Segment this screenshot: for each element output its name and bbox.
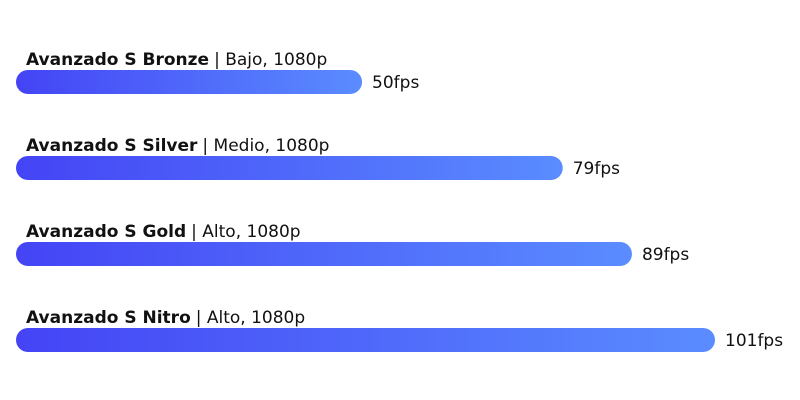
bar-label: Avanzado S Nitro | Alto, 1080p [26,308,305,328]
value-label: 89fps [642,245,689,265]
bar [16,242,632,266]
category-name: Avanzado S Silver [26,136,198,156]
value-label: 101fps [725,331,783,351]
bar-label: Avanzado S Bronze | Bajo, 1080p [26,50,327,70]
category-detail: | Medio, 1080p [202,136,329,156]
category-detail: | Alto, 1080p [196,308,305,328]
bar [16,328,715,352]
category-detail: | Alto, 1080p [191,222,300,242]
value-label: 79fps [573,159,620,179]
category-name: Avanzado S Nitro [26,308,191,328]
bar-label: Avanzado S Gold | Alto, 1080p [26,222,301,242]
bar [16,70,363,94]
category-detail: | Bajo, 1080p [214,50,327,70]
category-name: Avanzado S Bronze [26,50,209,70]
bar [16,156,563,180]
category-name: Avanzado S Gold [26,222,186,242]
value-label: 50fps [372,73,419,93]
bar-label: Avanzado S Silver | Medio, 1080p [26,136,329,156]
